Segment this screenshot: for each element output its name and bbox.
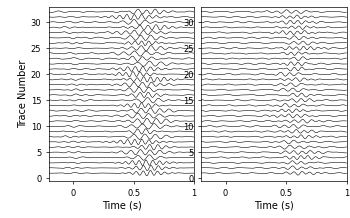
Y-axis label: Trace Number: Trace Number — [18, 60, 28, 128]
X-axis label: Time (s): Time (s) — [254, 200, 294, 210]
X-axis label: Time (s): Time (s) — [102, 200, 141, 210]
